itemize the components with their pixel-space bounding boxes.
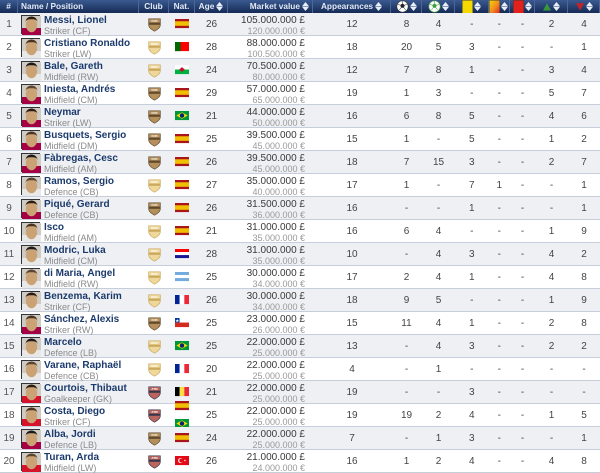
svg-text:RMA: RMA bbox=[151, 248, 159, 252]
svg-text:FCB: FCB bbox=[151, 202, 157, 206]
svg-text:RMA: RMA bbox=[151, 64, 159, 68]
svg-text:RMA: RMA bbox=[151, 271, 159, 275]
svg-text:FCB: FCB bbox=[151, 156, 157, 160]
svg-text:ATM: ATM bbox=[151, 455, 158, 459]
svg-text:RMA: RMA bbox=[151, 363, 159, 367]
svg-text:FCB: FCB bbox=[151, 110, 157, 114]
svg-text:FCB: FCB bbox=[151, 432, 157, 436]
svg-text:ATM: ATM bbox=[151, 386, 158, 390]
svg-text:FCB: FCB bbox=[151, 18, 157, 22]
svg-text:RMA: RMA bbox=[151, 225, 159, 229]
svg-text:RMA: RMA bbox=[151, 179, 159, 183]
svg-text:RMA: RMA bbox=[151, 41, 159, 45]
svg-text:FCB: FCB bbox=[151, 87, 157, 91]
svg-text:RMA: RMA bbox=[151, 340, 159, 344]
svg-text:ATM: ATM bbox=[151, 409, 158, 413]
svg-text:RMA: RMA bbox=[151, 294, 159, 298]
svg-text:FCB: FCB bbox=[151, 133, 157, 137]
svg-text:FCB: FCB bbox=[151, 317, 157, 321]
